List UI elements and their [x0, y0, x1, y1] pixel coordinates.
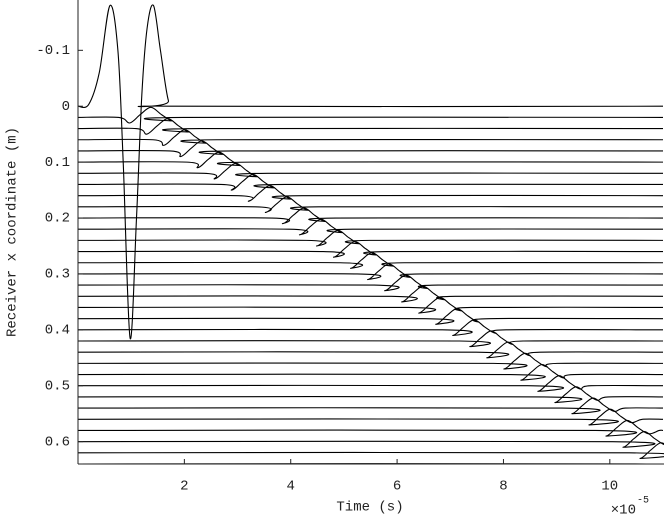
trace	[78, 308, 664, 325]
x-multiplier: ×10	[611, 503, 636, 517]
trace	[78, 218, 664, 236]
trace	[78, 442, 664, 459]
trace	[78, 341, 664, 359]
trace	[78, 162, 664, 180]
trace	[78, 151, 664, 169]
trace	[78, 397, 664, 415]
traces	[78, 4, 664, 464]
trace	[78, 106, 664, 124]
trace	[78, 352, 664, 370]
y-tick-label: 0.2	[45, 211, 70, 227]
trace	[78, 419, 664, 437]
trace	[78, 129, 664, 146]
trace	[78, 431, 664, 448]
trace	[78, 252, 664, 269]
trace	[78, 408, 664, 426]
y-tick-label: 0.5	[45, 378, 70, 394]
trace	[78, 196, 664, 213]
trace	[78, 285, 664, 303]
trace	[78, 363, 664, 381]
y-tick-label: 0.1	[45, 155, 70, 171]
trace	[78, 117, 664, 135]
y-axis-label: Receiver x coordinate (m)	[5, 127, 21, 337]
y-tick-label: 0.4	[45, 323, 70, 339]
trace	[78, 274, 664, 292]
trace	[78, 140, 664, 158]
trace	[78, 330, 664, 348]
trace	[78, 229, 664, 247]
y-tick-label: -0.1	[36, 43, 70, 59]
trace	[78, 463, 664, 464]
x-multiplier-exponent: -5	[637, 496, 649, 507]
y-tick-label: 0.6	[45, 434, 70, 450]
trace	[78, 185, 664, 202]
x-tick-label: 4	[287, 479, 295, 495]
trace	[78, 319, 664, 336]
trace	[78, 263, 664, 281]
trace	[78, 173, 664, 191]
x-tick-label: 6	[393, 479, 401, 495]
y-tick-label: 0.3	[45, 267, 70, 283]
trace	[78, 386, 664, 404]
x-tick-label: 2	[180, 479, 188, 495]
trace	[78, 240, 664, 258]
trace	[78, 4, 664, 340]
trace	[78, 207, 664, 225]
y-tick-label: 0	[62, 99, 70, 115]
x-axis-label: Time (s)	[336, 500, 403, 516]
x-tick-label: 8	[499, 479, 507, 495]
x-tick-label: 10	[601, 479, 618, 495]
trace	[78, 375, 664, 392]
trace	[78, 296, 664, 314]
